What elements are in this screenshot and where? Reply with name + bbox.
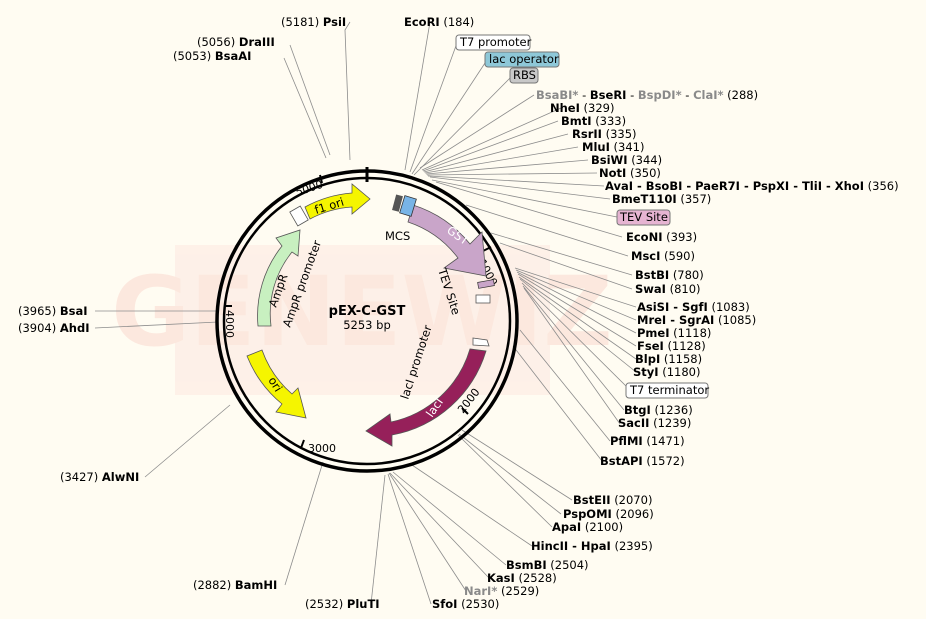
site-pflmi: PflMI (1471): [610, 434, 685, 448]
site-bmet110i: BmeT110I (357): [612, 192, 711, 206]
site-bsiwi: BsiWI (344): [591, 153, 662, 167]
f1-ori-label: f1 ori: [313, 195, 346, 217]
tick-3000: [300, 439, 305, 449]
f1-ori-feature: [304, 183, 371, 220]
mcs-label: MCS: [385, 229, 410, 243]
t7-terminator-box-label: T7 terminator: [629, 383, 709, 397]
site-bamhi: (2882) BamHI: [193, 578, 277, 592]
site-pmei: PmeI (1118): [637, 326, 711, 340]
site-bsabi-group: BsaBI* - BseRI - BspDI* - ClaI* (288): [536, 88, 758, 102]
site-econi: EcoNI (393): [626, 230, 697, 244]
site-bsai: (3965) BsaI: [18, 304, 88, 318]
tick-1000: [482, 246, 492, 252]
site-ecori: EcoRI (184): [404, 15, 474, 29]
site-pspomi: PspOMI (2096): [563, 507, 654, 521]
site-labels: (5181) PsiI EcoRI (184) (5056) DraIII (5…: [18, 15, 899, 611]
mcs-block-dark: [392, 194, 403, 212]
laci-feature: [365, 348, 487, 447]
t7-promoter-box: [455, 34, 531, 51]
site-mrei: MreI - SgrAI (1085): [637, 313, 756, 327]
tick-label-5000: 5000: [294, 178, 325, 199]
lac-operator-box-label: lac operator: [489, 52, 559, 66]
site-msci: MscI (590): [631, 249, 695, 263]
rbs-box: [509, 67, 539, 84]
plasmid-name: pEX-C-GST: [329, 304, 406, 319]
site-alwni: (3427) AlwNI: [60, 470, 139, 484]
site-apai: ApaI (2100): [552, 520, 623, 534]
plasmid-size: 5253 bp: [343, 318, 391, 332]
site-bmti: BmtI (333): [561, 114, 626, 128]
site-avai-group: AvaI - BsoBI - PaeR7I - PspXI - TliI - X…: [605, 179, 899, 193]
t7-terminator-feature: [475, 294, 491, 304]
tick-5000: [319, 174, 323, 184]
gst-feature: [407, 204, 487, 277]
site-bsmbi: BsmBI (2504): [506, 558, 589, 572]
watermark: GENEWIZ: [111, 245, 613, 395]
site-mlui: MluI (341): [582, 140, 644, 154]
t7-promoter-box-label: T7 promoter: [459, 35, 532, 49]
tev-site-feature: [477, 279, 495, 289]
lac-operator-box: [484, 51, 560, 68]
ampr-feature: [257, 229, 301, 327]
watermark-text: GENEWIZ: [111, 256, 613, 368]
site-sfoi: SfoI (2530): [432, 597, 499, 611]
t7-terminator-box: [625, 382, 709, 399]
site-rsrii: RsrII (335): [572, 127, 637, 141]
tick-label-3000: 3000: [308, 442, 336, 455]
site-draiii: (5056) DraIII: [197, 35, 275, 49]
tick-label-4000: 4000: [223, 310, 236, 338]
site-asisi: AsiSI - SgfI (1083): [637, 300, 750, 314]
site-hincii: HincII - HpaI (2395): [531, 539, 653, 553]
site-bsteii: BstEII (2070): [573, 493, 652, 507]
site-swai: SwaI (810): [635, 282, 701, 296]
site-sacii: SacII (1239): [618, 416, 691, 430]
site-bstbi: BstBI (780): [635, 268, 704, 282]
tick-2000: [461, 407, 469, 415]
site-psii: (5181) PsiI: [281, 15, 346, 29]
site-nari: NarI* (2529): [464, 584, 539, 598]
site-ahdi: (3904) AhdI: [18, 321, 90, 335]
site-bstapi: BstAPI (1572): [600, 454, 685, 468]
site-pluti: (2532) PluTI: [305, 597, 380, 611]
site-btgi: BtgI (1236): [624, 403, 693, 417]
boxed-labels: T7 promoter lac operator RBS TEV Site T7…: [455, 34, 709, 399]
leader-lines: [94, 21, 637, 605]
site-noti: NotI (350): [599, 166, 661, 180]
site-nhei: NheI (329): [550, 101, 614, 115]
mcs-block-blue: [399, 195, 417, 217]
site-blpi: BlpI (1158): [635, 352, 702, 366]
ori-label: ori: [265, 374, 285, 394]
site-kasi: KasI (2528): [487, 571, 557, 585]
tev-site-box: [616, 209, 671, 226]
rbs-box-label: RBS: [513, 68, 536, 82]
tev-site-box-label: TEV Site: [619, 210, 668, 224]
ori-feature: [246, 349, 307, 419]
site-fsei: FseI (1128): [637, 339, 706, 353]
site-bsaai: (5053) BsaAI: [173, 49, 251, 63]
laci-promoter-feature: [472, 337, 490, 347]
ampr-promoter-feature: [289, 205, 309, 227]
site-styi: StyI (1180): [633, 365, 700, 379]
